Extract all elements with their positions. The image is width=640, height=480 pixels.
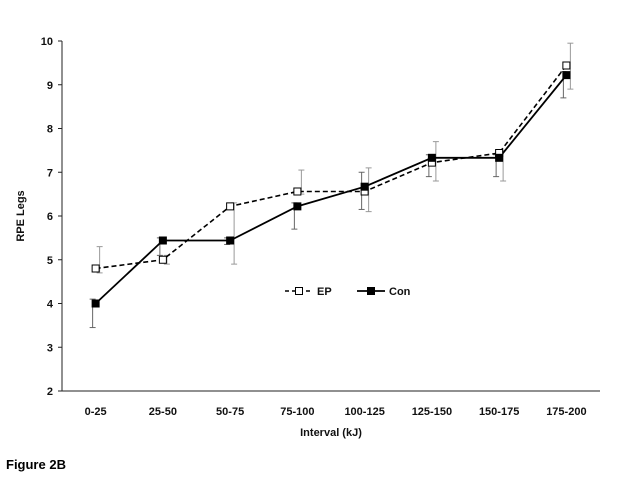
y-tick-label: 4 bbox=[47, 299, 54, 311]
legend-con-label: Con bbox=[389, 286, 411, 298]
y-tick-label: 9 bbox=[47, 80, 53, 92]
series-markers bbox=[91, 61, 571, 308]
ep-data-point bbox=[562, 61, 571, 70]
y-tick-label: 5 bbox=[47, 255, 53, 267]
con-data-point bbox=[293, 202, 302, 211]
y-tick-label: 7 bbox=[47, 167, 53, 179]
series-lines bbox=[95, 65, 568, 305]
ep-data-point bbox=[293, 187, 302, 196]
y-axis-title: RPE Legs bbox=[15, 190, 27, 241]
con-data-point bbox=[495, 153, 504, 162]
ep-data-point bbox=[226, 202, 235, 211]
x-tick-label: 75-100 bbox=[280, 406, 314, 418]
x-tick-label: 0-25 bbox=[85, 406, 107, 418]
con-data-point bbox=[91, 299, 100, 308]
x-axis-title: Interval (kJ) bbox=[300, 427, 362, 439]
ep-series-line bbox=[95, 65, 568, 270]
y-tick-label: 3 bbox=[47, 342, 53, 354]
x-tick-label: 25-50 bbox=[149, 406, 177, 418]
x-tick-label: 50-75 bbox=[216, 406, 244, 418]
ep-data-point bbox=[158, 255, 167, 264]
y-tick-label: 10 bbox=[41, 36, 53, 48]
legend-ep-marker bbox=[295, 287, 303, 295]
con-data-point bbox=[427, 153, 436, 162]
con-data-point bbox=[158, 236, 167, 245]
con-series-line bbox=[95, 74, 568, 305]
x-tick-label: 150-175 bbox=[479, 406, 519, 418]
x-tick-label: 100-125 bbox=[344, 406, 384, 418]
x-tick-label: 125-150 bbox=[412, 406, 452, 418]
con-data-point bbox=[562, 71, 571, 80]
figure-caption: Figure 2B bbox=[6, 457, 66, 472]
x-tick-label: 175-200 bbox=[546, 406, 586, 418]
con-data-point bbox=[226, 236, 235, 245]
legend-ep-label: EP bbox=[317, 286, 332, 298]
y-tick-label: 2 bbox=[47, 386, 53, 398]
y-tick-label: 8 bbox=[47, 124, 53, 136]
ep-data-point bbox=[91, 264, 100, 273]
legend: EP Con bbox=[285, 286, 411, 298]
y-tick-label: 6 bbox=[47, 211, 53, 223]
con-data-point bbox=[360, 182, 369, 191]
legend-con-marker bbox=[367, 287, 375, 295]
error-bars bbox=[89, 42, 574, 329]
axes: 2 3 4 5 6 7 8 9 10 0-25 25-50 50-75 75-100 100-125 125… bbox=[15, 36, 600, 439]
